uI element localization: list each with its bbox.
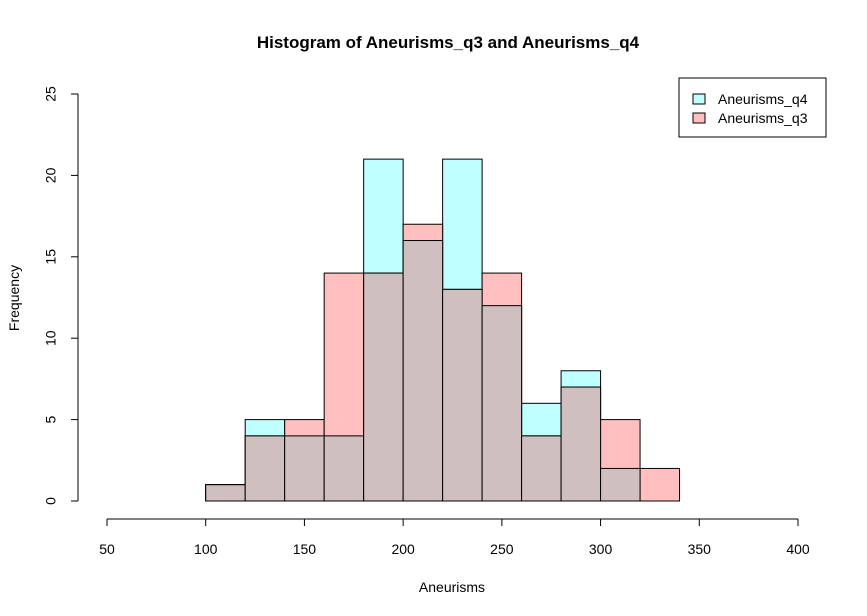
y-tick-label: 20: [43, 167, 59, 183]
legend-label: Aneurisms_q4: [718, 91, 808, 107]
x-tick-label: 300: [589, 541, 613, 557]
x-tick-label: 150: [293, 541, 317, 557]
overlap-bar: [442, 288, 483, 502]
y-tick-label: 25: [43, 86, 59, 102]
y-tick-label: 15: [43, 249, 59, 265]
y-tick-label: 0: [43, 497, 59, 505]
overlap-bar: [521, 435, 562, 502]
aneurisms-q3-bar: [639, 467, 681, 502]
overlap-bar: [560, 386, 602, 502]
legend-swatch: [692, 112, 706, 124]
bars-group: [205, 158, 681, 502]
x-axis: 50 100 150 200 250 300 350 400: [99, 518, 810, 557]
y-axis: 0 5 10 15 20 25: [43, 86, 79, 505]
x-axis-label: Aneurisms: [419, 579, 485, 595]
chart-title: Histogram of Aneurisms_q3 and Aneurisms_…: [257, 33, 640, 52]
legend-label: Aneurisms_q3: [718, 110, 808, 126]
overlap-bar: [323, 435, 365, 502]
y-axis-label: Frequency: [6, 265, 22, 331]
y-tick-label: 5: [43, 415, 59, 423]
overlap-bar: [402, 240, 444, 502]
y-tick-label: 10: [43, 330, 59, 346]
legend-box: [678, 77, 827, 138]
overlap-bar: [600, 467, 641, 502]
x-tick-label: 100: [194, 541, 218, 557]
x-tick-label: 250: [490, 541, 514, 557]
overlap-bar: [284, 435, 325, 502]
x-tick-label: 200: [391, 541, 415, 557]
overlap-bar: [481, 305, 523, 502]
x-tick-label: 350: [688, 541, 712, 557]
legend-swatch: [692, 93, 706, 105]
overlap-bar: [244, 435, 286, 502]
overlap-bar: [205, 484, 246, 502]
x-tick-label: 50: [99, 541, 115, 557]
legend: Aneurisms_q4 Aneurisms_q3: [678, 77, 827, 138]
overlap-bar: [363, 272, 404, 502]
x-tick-label: 400: [786, 541, 810, 557]
